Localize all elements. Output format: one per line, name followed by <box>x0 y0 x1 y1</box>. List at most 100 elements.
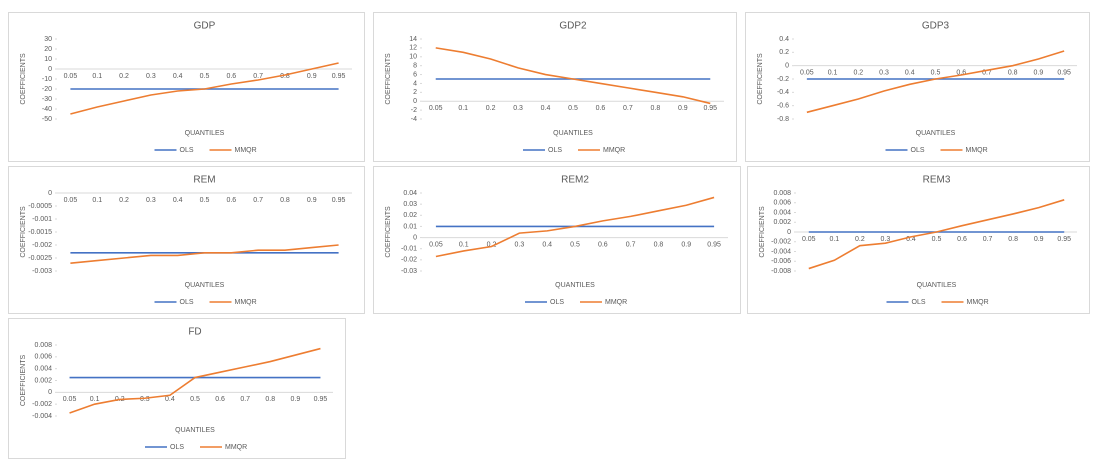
y-tick-label: -0.001 <box>32 216 52 223</box>
y-tick-label: 0 <box>48 66 52 73</box>
y-tick-label: 0 <box>787 229 791 236</box>
legend-label: MMQR <box>605 299 627 306</box>
y-tick-label: -0.6 <box>777 103 789 110</box>
series-line <box>69 347 321 414</box>
y-tick-label: 0.006 <box>773 200 791 207</box>
x-tick-label: 0.8 <box>1008 70 1018 77</box>
chart: REM2 0.04 0.03 0.02 0.01 0 -0.01 -0.02 -0.03 0.05… <box>385 175 728 306</box>
x-tick-label: 0.4 <box>906 236 916 243</box>
y-axis-title: COEFFICIENTS <box>20 355 27 407</box>
y-tick-label: -20 <box>42 86 52 93</box>
x-tick-label: 0.9 <box>1034 70 1044 77</box>
x-tick-label: 0.7 <box>982 70 992 77</box>
y-tick-label: -0.0015 <box>28 229 52 236</box>
x-tick-label: 0.3 <box>881 236 891 243</box>
x-tick-label: 0.7 <box>253 197 263 204</box>
y-tick-label: 8 <box>413 63 417 70</box>
legend-label: MMQR <box>603 147 625 154</box>
y-tick-label: -0.0025 <box>28 255 52 262</box>
y-tick-label: 14 <box>409 36 417 43</box>
x-tick-label: 0.6 <box>215 396 225 403</box>
x-tick-label: 0.8 <box>280 197 290 204</box>
x-tick-label: 0.7 <box>983 236 993 243</box>
x-tick-label: 0.8 <box>265 396 275 403</box>
x-tick-label: 0.4 <box>173 197 183 204</box>
y-tick-label: 2 <box>413 89 417 96</box>
chart-title: REM2 <box>561 175 589 186</box>
y-tick-label: -4 <box>411 116 417 123</box>
x-tick-label: 0.95 <box>703 105 717 112</box>
x-tick-label: 0.2 <box>486 105 496 112</box>
y-tick-label: 0.2 <box>779 49 789 56</box>
y-tick-label: -10 <box>42 76 52 83</box>
x-tick-label: 0.8 <box>280 73 290 80</box>
y-axis-title: COEFFICIENTS <box>20 206 27 258</box>
x-axis-title: QUANTILES <box>917 282 957 289</box>
x-tick-label: 0.2 <box>487 241 497 248</box>
series-line <box>435 196 715 258</box>
x-tick-label: 0.4 <box>173 73 183 80</box>
chart-title: REM3 <box>923 175 951 186</box>
y-tick-label: 12 <box>409 45 417 52</box>
legend-label: OLS <box>180 147 194 154</box>
x-tick-label: 0.4 <box>541 105 551 112</box>
series-line <box>806 50 1065 114</box>
x-tick-label: 0.05 <box>802 236 816 243</box>
y-tick-label: -0.01 <box>401 246 417 253</box>
chart: GDP2 14 12 10 86 4 2 0 -2 -4 0.05 0.1 0.2 0.3 0.4 0.5 0.… <box>385 21 724 154</box>
y-tick-label: -0.002 <box>32 242 52 249</box>
y-tick-label: 0 <box>413 98 417 105</box>
chart-title: GDP <box>194 21 216 32</box>
series-line <box>435 47 711 105</box>
x-tick-label: 0.3 <box>514 241 524 248</box>
x-tick-label: 0.05 <box>63 396 77 403</box>
legend-label: OLS <box>550 299 564 306</box>
x-tick-label: 0.9 <box>681 241 691 248</box>
legend-label: OLS <box>548 147 562 154</box>
x-axis-title: QUANTILES <box>185 282 225 289</box>
x-axis-title: QUANTILES <box>916 130 956 137</box>
x-tick-label: 0.3 <box>146 73 156 80</box>
x-tick-label: 0.95 <box>707 241 721 248</box>
x-tick-label: 0.6 <box>596 105 606 112</box>
x-axis-title: QUANTILES <box>185 130 225 137</box>
legend-label: OLS <box>180 299 194 306</box>
x-tick-label: 0.3 <box>146 197 156 204</box>
x-tick-label: 0.7 <box>253 73 263 80</box>
y-tick-label: 0.04 <box>403 190 417 197</box>
x-tick-label: 0.5 <box>931 70 941 77</box>
legend-label: MMQR <box>966 147 988 154</box>
y-axis-title: COEFFICIENTS <box>385 53 392 105</box>
chart-panel: REM 0 -0.0005 -0.001 -0.0015 -0.002 -0.0025 -0.… <box>8 166 365 314</box>
y-tick-label: -50 <box>42 116 52 123</box>
y-tick-label: 0.002 <box>34 377 52 384</box>
y-tick-label: 0 <box>48 389 52 396</box>
x-tick-label: 0.2 <box>119 73 129 80</box>
chart: FD 0.008 0.006 0.004 0.002 0 -0.002 -0.004 0.05 0… <box>20 327 333 451</box>
x-tick-label: 0.5 <box>200 73 210 80</box>
x-tick-label: 0.1 <box>828 70 838 77</box>
legend-label: OLS <box>912 299 926 306</box>
chart: REM 0 -0.0005 -0.001 -0.0015 -0.002 -0.0025 -0.… <box>20 175 352 306</box>
y-tick-label: -0.004 <box>32 413 52 420</box>
x-tick-label: 0.6 <box>226 73 236 80</box>
y-tick-label: 0 <box>785 63 789 70</box>
x-tick-label: 0.95 <box>332 197 346 204</box>
x-tick-label: 0.05 <box>64 73 78 80</box>
y-tick-label: 0.03 <box>403 201 417 208</box>
y-tick-label: 4 <box>413 80 417 87</box>
x-axis-title: QUANTILES <box>553 130 593 137</box>
y-tick-label: 0 <box>48 190 52 197</box>
y-tick-label: 10 <box>409 54 417 61</box>
y-tick-label: -0.002 <box>771 239 791 246</box>
chart-panel: GDP 30 20 10 0 -10 -20 -30 -40 -50 0.05 0.1 0.2 0.3 0.… <box>8 12 365 162</box>
chart-panel: REM3 0.008 0.006 0.004 0.002 0 -0.002 -0.004 -0.… <box>747 166 1090 314</box>
y-tick-label: -0.002 <box>32 401 52 408</box>
series-line <box>70 62 339 115</box>
chart: REM3 0.008 0.006 0.004 0.002 0 -0.002 -0.004 -0.… <box>759 175 1077 306</box>
x-tick-label: 0.9 <box>290 396 300 403</box>
x-tick-label: 0.5 <box>568 105 578 112</box>
y-tick-label: 0 <box>413 234 417 241</box>
x-tick-label: 0.3 <box>140 396 150 403</box>
